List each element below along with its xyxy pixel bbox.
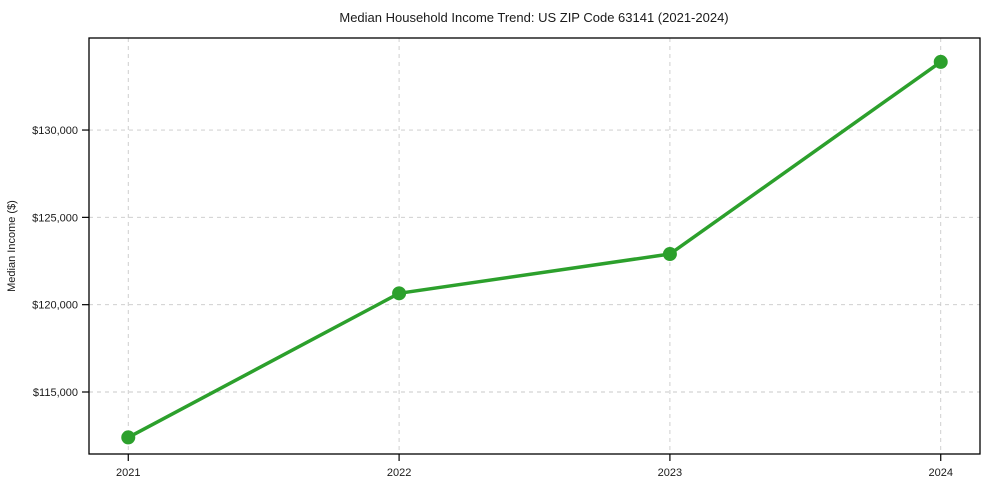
y-axis-label: Median Income ($) — [6, 200, 18, 292]
y-tick-label: $130,000 — [32, 125, 78, 137]
gridlines — [89, 38, 980, 454]
data-point-marker — [662, 247, 677, 262]
data-point-marker — [933, 54, 948, 69]
y-tick-label: $115,000 — [33, 387, 78, 399]
tick-marks — [82, 129, 942, 461]
x-tick-label: 2024 — [928, 467, 952, 479]
data-point-marker — [121, 430, 136, 445]
y-tick-label: $125,000 — [32, 212, 78, 224]
plot-border — [88, 37, 981, 455]
x-tick-label: 2021 — [116, 467, 140, 479]
data-series — [121, 54, 948, 445]
data-point-marker — [392, 286, 407, 301]
x-tick-label: 2022 — [387, 467, 411, 479]
tick-labels: $115,000 $120,000 $125,000 $130,000 2021 2022… — [32, 125, 953, 479]
x-tick-label: 2023 — [658, 467, 682, 479]
y-tick-label: $120,000 — [32, 300, 78, 312]
chart-title: Median Household Income Trend: US ZIP Co… — [339, 10, 728, 25]
trend-line — [126, 60, 943, 440]
